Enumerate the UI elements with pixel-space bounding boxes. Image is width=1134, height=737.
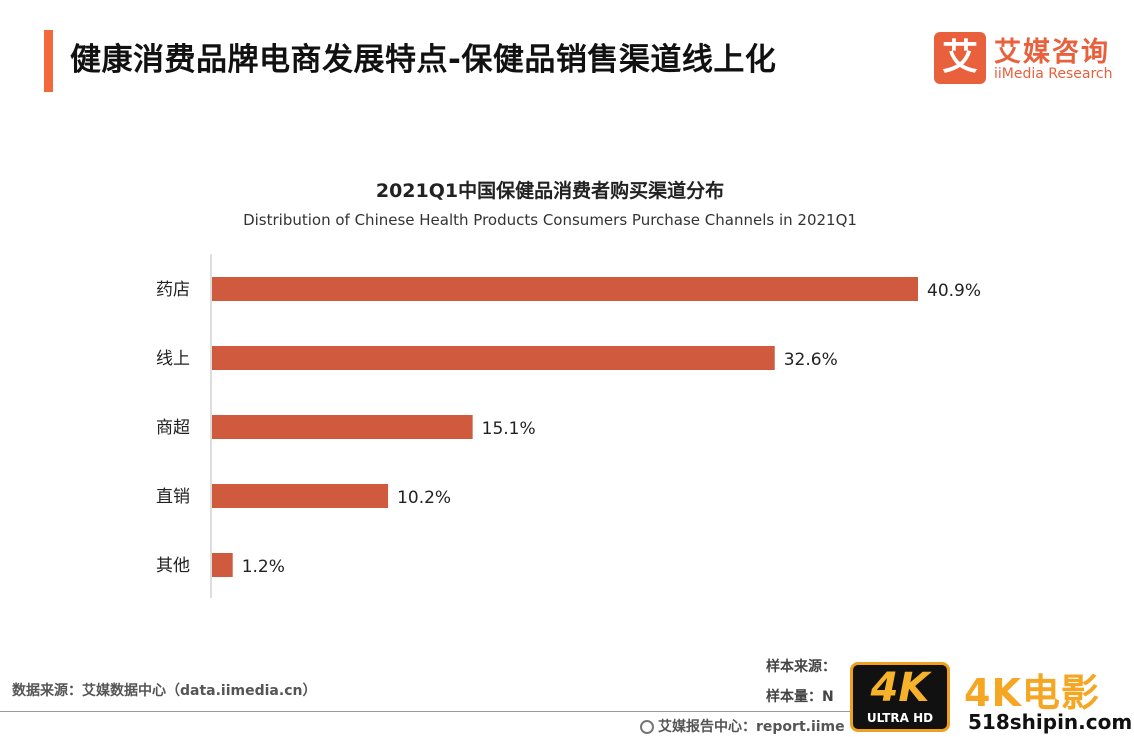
logo-name-en: iiMedia Research	[994, 66, 1113, 82]
value-label: 10.2%	[397, 488, 451, 508]
value-label: 40.9%	[927, 281, 981, 301]
category-label: 其他	[156, 556, 190, 576]
bar	[212, 484, 389, 508]
logo-mark: 艾	[934, 32, 986, 84]
watermark-badge-main: 4K	[870, 665, 930, 711]
chart-title: 2021Q1中国保健品消费者购买渠道分布	[375, 180, 725, 202]
data-source-note: 数据来源：艾媒数据中心（data.iimedia.cn）	[12, 683, 317, 699]
bar	[212, 415, 473, 439]
value-label: 32.6%	[784, 350, 838, 370]
watermark-text: 4K电影	[964, 671, 1100, 715]
report-center-text: 艾媒报告中心：report.iime	[658, 719, 845, 735]
value-label: 15.1%	[482, 419, 536, 439]
bar	[212, 553, 233, 577]
chart-subtitle: Distribution of Chinese Health Products …	[243, 211, 857, 229]
watermark-url: 518shipin.com	[968, 710, 1133, 734]
iimedia-logo: 艾 艾媒咨询 iiMedia Research	[934, 30, 1124, 90]
footer-divider	[0, 711, 850, 712]
category-label: 药店	[156, 280, 190, 300]
watermark-badge-sub: ULTRA HD	[866, 711, 934, 725]
logo-name-cn: 艾媒咨询	[994, 37, 1110, 68]
bar	[212, 277, 918, 301]
category-label: 直销	[156, 487, 190, 507]
sample-source-note: 样本来源：	[766, 659, 836, 675]
category-label: 商超	[156, 418, 190, 438]
watermark: 4K ULTRA HD 4K电影 518shipin.com	[850, 662, 1134, 737]
sample-size-note: 样本量：N	[766, 689, 834, 705]
page-title: 健康消费品牌电商发展特点-保健品销售渠道线上化	[70, 42, 777, 78]
category-label: 线上	[156, 349, 190, 369]
watermark-badge: 4K ULTRA HD	[850, 662, 950, 732]
bar	[212, 346, 775, 370]
bar-chart: 药店 40.9% 线上 32.6% 商超 15.1% 直销 10.2% 其他 1.2%	[156, 254, 981, 598]
report-center-link[interactable]: 艾媒报告中心：report.iime	[640, 716, 845, 736]
title-accent-bar	[44, 30, 53, 92]
globe-icon	[640, 720, 654, 734]
value-label: 1.2%	[242, 557, 285, 577]
